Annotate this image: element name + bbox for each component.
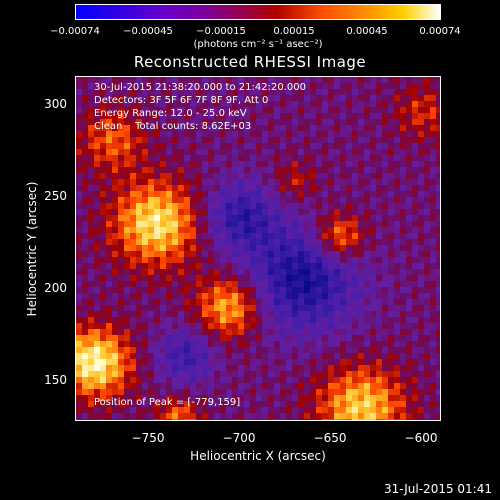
- colorbar-tick-label: −0.00015: [196, 26, 246, 37]
- colorbar-gradient: [76, 5, 440, 19]
- image-heatmap: [76, 77, 440, 420]
- y-tick-label: 200: [44, 281, 67, 295]
- x-tick-label: −750: [131, 431, 165, 445]
- info-detectors: Detectors: 3F 5F 6F 7F 8F 9F, Att 0: [94, 95, 269, 106]
- plot-title: Reconstructed RHESSI Image: [133, 53, 367, 71]
- y-tick-label: 300: [44, 97, 67, 111]
- x-axis-label: Heliocentric X (arcsec): [190, 449, 326, 463]
- colorbar-tick-label: 0.00045: [346, 26, 388, 37]
- x-tick-label: −700: [222, 431, 256, 445]
- y-axis-label: Heliocentric Y (arcsec): [25, 181, 39, 317]
- colorbar-tick-label: −0.00045: [123, 26, 173, 37]
- info-energy-range: Energy Range: 12.0 - 25.0 keV: [94, 108, 247, 119]
- peak-position: Position of Peak = [-779,159]: [94, 397, 241, 408]
- colorbar-tick-label: 0.00015: [273, 26, 315, 37]
- colorbar: [75, 4, 441, 20]
- info-time-range: 30-Jul-2015 21:38:20.000 to 21:42:20.000: [94, 82, 306, 93]
- footer-timestamp: 31-Jul-2015 01:41: [383, 482, 492, 496]
- x-tick-label: −650: [313, 431, 347, 445]
- colorbar-tick-label: 0.00074: [419, 26, 461, 37]
- x-tick-label: −600: [404, 431, 438, 445]
- y-tick-label: 150: [44, 373, 67, 387]
- rhessi-image: [75, 76, 441, 421]
- info-total-counts: Clean Total counts: 8.62E+03: [94, 121, 252, 132]
- colorbar-units: (photons cm⁻² s⁻¹ asec⁻²): [193, 39, 323, 50]
- y-tick-label: 250: [44, 189, 67, 203]
- colorbar-tick-label: −0.00074: [50, 26, 100, 37]
